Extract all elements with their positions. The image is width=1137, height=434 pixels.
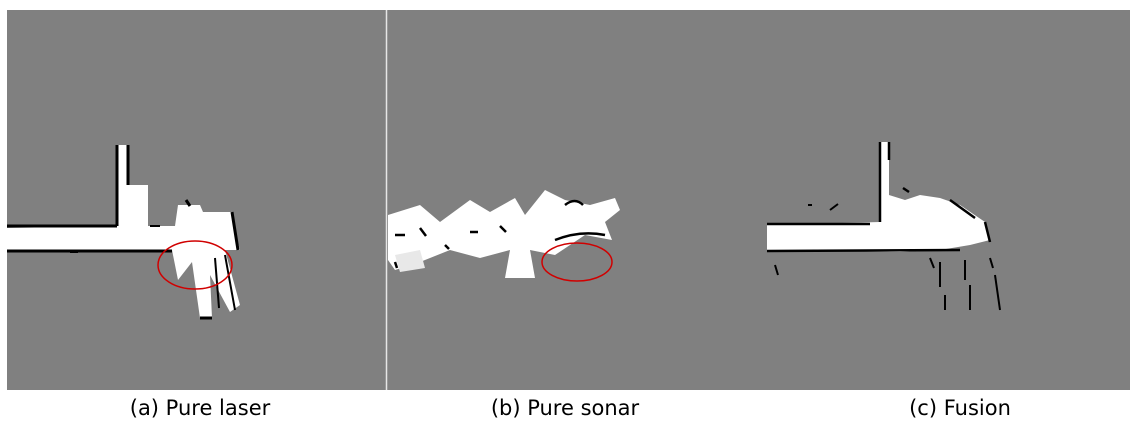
caption: (b) Pure sonar <box>415 396 715 420</box>
figure: (a) Pure laser (b) Pure sonar (c) Fusion <box>0 0 1137 434</box>
caption: (c) Fusion <box>810 396 1110 420</box>
map-background <box>7 10 1130 390</box>
caption: (a) Pure laser <box>50 396 350 420</box>
maps <box>0 0 1137 434</box>
